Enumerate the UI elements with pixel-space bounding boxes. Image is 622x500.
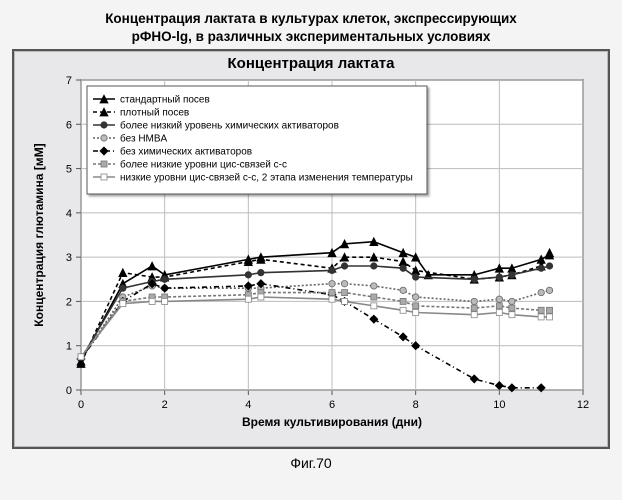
svg-text:стандартный посев: стандартный посев bbox=[120, 95, 210, 106]
svg-text:0: 0 bbox=[66, 385, 72, 397]
svg-text:4: 4 bbox=[245, 399, 251, 411]
svg-text:Концентрация глютамина [мМ]: Концентрация глютамина [мМ] bbox=[32, 143, 46, 326]
svg-text:Время культивирования (дни): Время культивирования (дни) bbox=[242, 415, 422, 429]
svg-text:0: 0 bbox=[78, 399, 84, 411]
svg-text:2: 2 bbox=[162, 399, 168, 411]
svg-text:5: 5 bbox=[66, 164, 72, 176]
figure-label: Фиг.70 bbox=[12, 455, 610, 471]
svg-text:2: 2 bbox=[66, 297, 72, 309]
svg-text:12: 12 bbox=[577, 399, 589, 411]
page: Концентрация лактата в культурах клеток,… bbox=[0, 0, 622, 500]
svg-text:7: 7 bbox=[66, 75, 72, 87]
svg-text:более низкие уровни цис-связей: более низкие уровни цис-связей с-с bbox=[120, 159, 287, 171]
svg-text:6: 6 bbox=[66, 119, 72, 131]
svg-text:без HMBA: без HMBA bbox=[120, 133, 168, 145]
svg-text:1: 1 bbox=[66, 341, 72, 353]
svg-text:6: 6 bbox=[329, 399, 335, 411]
outer-title: Концентрация лактата в культурах клеток,… bbox=[12, 10, 610, 49]
chart-title: Концентрация лактата bbox=[20, 55, 602, 72]
outer-title-line2: рФНО-lg, в различных экспериментальных у… bbox=[132, 29, 491, 44]
svg-text:без химических активаторов: без химических активаторов bbox=[120, 146, 252, 158]
svg-text:более низкий уровень химически: более низкий уровень химических активато… bbox=[120, 120, 339, 132]
svg-text:10: 10 bbox=[493, 399, 505, 411]
svg-text:низкие уровни цис-связей с-с,: низкие уровни цис-связей с-с, 2 этапа из… bbox=[120, 173, 413, 184]
svg-text:8: 8 bbox=[413, 399, 419, 411]
svg-text:3: 3 bbox=[66, 252, 72, 264]
svg-text:4: 4 bbox=[66, 208, 72, 220]
outer-title-line1: Концентрация лактата в культурах клеток,… bbox=[105, 11, 517, 26]
chart-svg: 02468101201234567Время культивирования (… bbox=[20, 74, 602, 436]
chart-frame: Концентрация лактата 02468101201234567Вр… bbox=[12, 49, 610, 449]
svg-text:плотный посев: плотный посев bbox=[120, 108, 189, 119]
